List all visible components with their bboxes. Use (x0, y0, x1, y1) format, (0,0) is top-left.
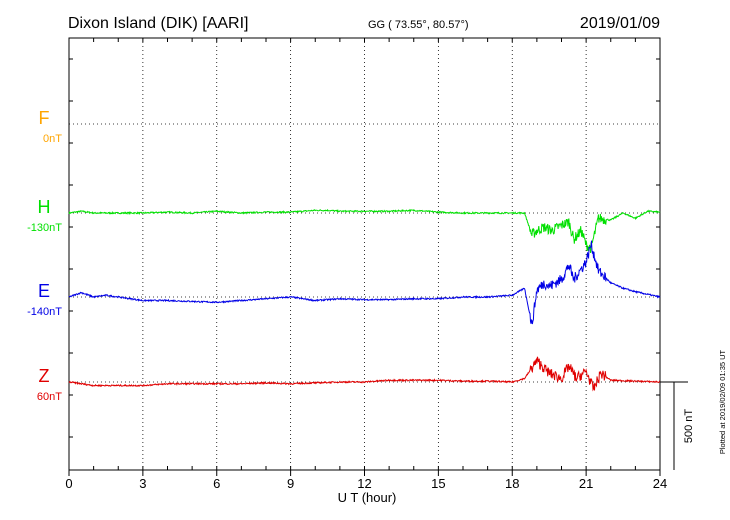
series-label-e: E (38, 281, 50, 301)
series-baseline-f: 0nT (43, 133, 62, 145)
series-baseline-z: 60nT (37, 391, 62, 403)
trace-h (68, 208, 661, 254)
grid-lines (69, 38, 660, 470)
x-tick-labels: 0 3 6 9 12 15 18 21 24 (65, 476, 667, 491)
chart-title: Dixon Island (DIK) [AARI] (68, 15, 249, 32)
series-label-f: F (39, 108, 50, 128)
series-label-z: Z (39, 366, 50, 386)
series-label-h: H (38, 197, 51, 217)
x-tick-label: 9 (287, 476, 294, 491)
series-traces (68, 208, 661, 392)
x-tick-label: 15 (431, 476, 445, 491)
x-tick-label: 12 (357, 476, 371, 491)
x-tick-label: 24 (653, 476, 667, 491)
series-baseline-h: -130nT (27, 222, 62, 234)
x-tick-label: 3 (139, 476, 146, 491)
x-tick-label: 21 (579, 476, 593, 491)
x-axis-label: U T (hour) (338, 490, 397, 505)
chart-date: 2019/01/09 (580, 15, 660, 32)
trace-e (68, 240, 661, 325)
x-tick-label: 18 (505, 476, 519, 491)
x-tick-label: 0 (65, 476, 72, 491)
station-coordinates: GG ( 73.55°, 80.57°) (368, 19, 469, 31)
axis-ticks (68, 38, 661, 476)
series-labels: F 0nT H -130nT E -140nT Z 60nT (27, 108, 62, 403)
plotted-timestamp: Plotted at 2019/02/09 01:35 UT (718, 349, 727, 454)
scale-bar-label: 500 nT (683, 409, 695, 444)
trace-z (68, 356, 661, 392)
x-tick-label: 6 (213, 476, 220, 491)
series-baseline-e: -140nT (27, 306, 62, 318)
